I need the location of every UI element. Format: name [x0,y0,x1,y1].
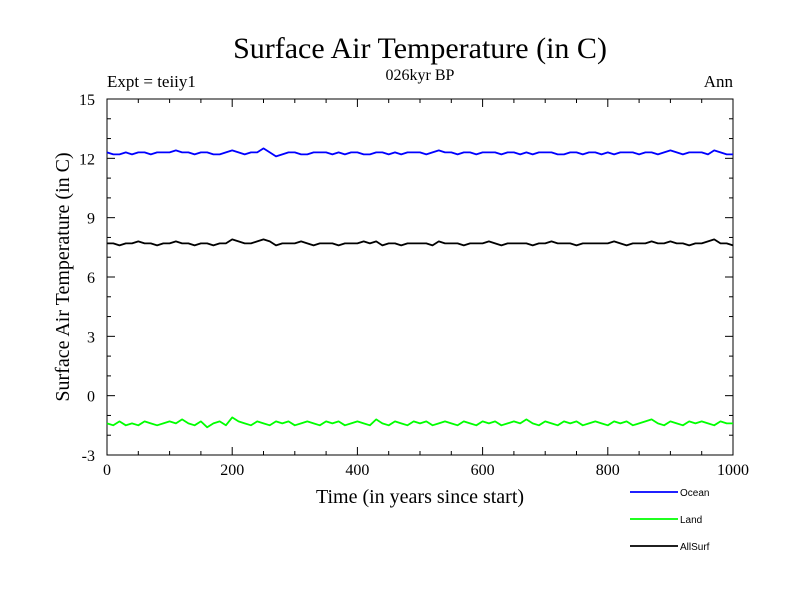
x-axis-label: Time (in years since start) [316,486,524,508]
chart-subtitle: 026kyr BP [386,67,455,84]
y-tick-labels: -3 0 3 6 9 12 15 [79,92,95,465]
axis-ticks [106,98,734,456]
season-label: Ann [704,72,734,91]
series-lines [106,147,734,429]
y-tick-label: 0 [87,389,95,406]
y-tick-label: 12 [79,151,95,168]
x-tick-label: 0 [103,462,111,479]
x-tick-labels: 0 200 400 600 800 1000 [103,462,749,479]
y-tick-label: -3 [82,448,95,465]
legend: Ocean Land AllSurf [630,488,710,553]
y-tick-label: 6 [87,270,95,287]
series-line-allsurf [107,238,734,247]
legend-label-ocean: Ocean [680,488,709,499]
x-tick-label: 200 [220,462,244,479]
y-tick-label: 3 [87,329,95,346]
experiment-label: Expt = teiiy1 [107,72,196,91]
y-axis-label: Surface Air Temperature (in C) [52,152,74,401]
x-tick-label: 1000 [717,462,749,479]
series-line-ocean [106,147,733,158]
series-line-land [106,416,733,429]
chart-title: Surface Air Temperature (in C) [233,32,607,65]
x-tick-label: 800 [596,462,620,479]
x-tick-label: 400 [345,462,369,479]
legend-label-land: Land [680,515,702,526]
y-tick-label: 9 [87,211,95,228]
y-tick-label: 15 [79,92,95,109]
x-tick-label: 600 [471,462,495,479]
legend-label-allsurf: AllSurf [680,542,710,553]
